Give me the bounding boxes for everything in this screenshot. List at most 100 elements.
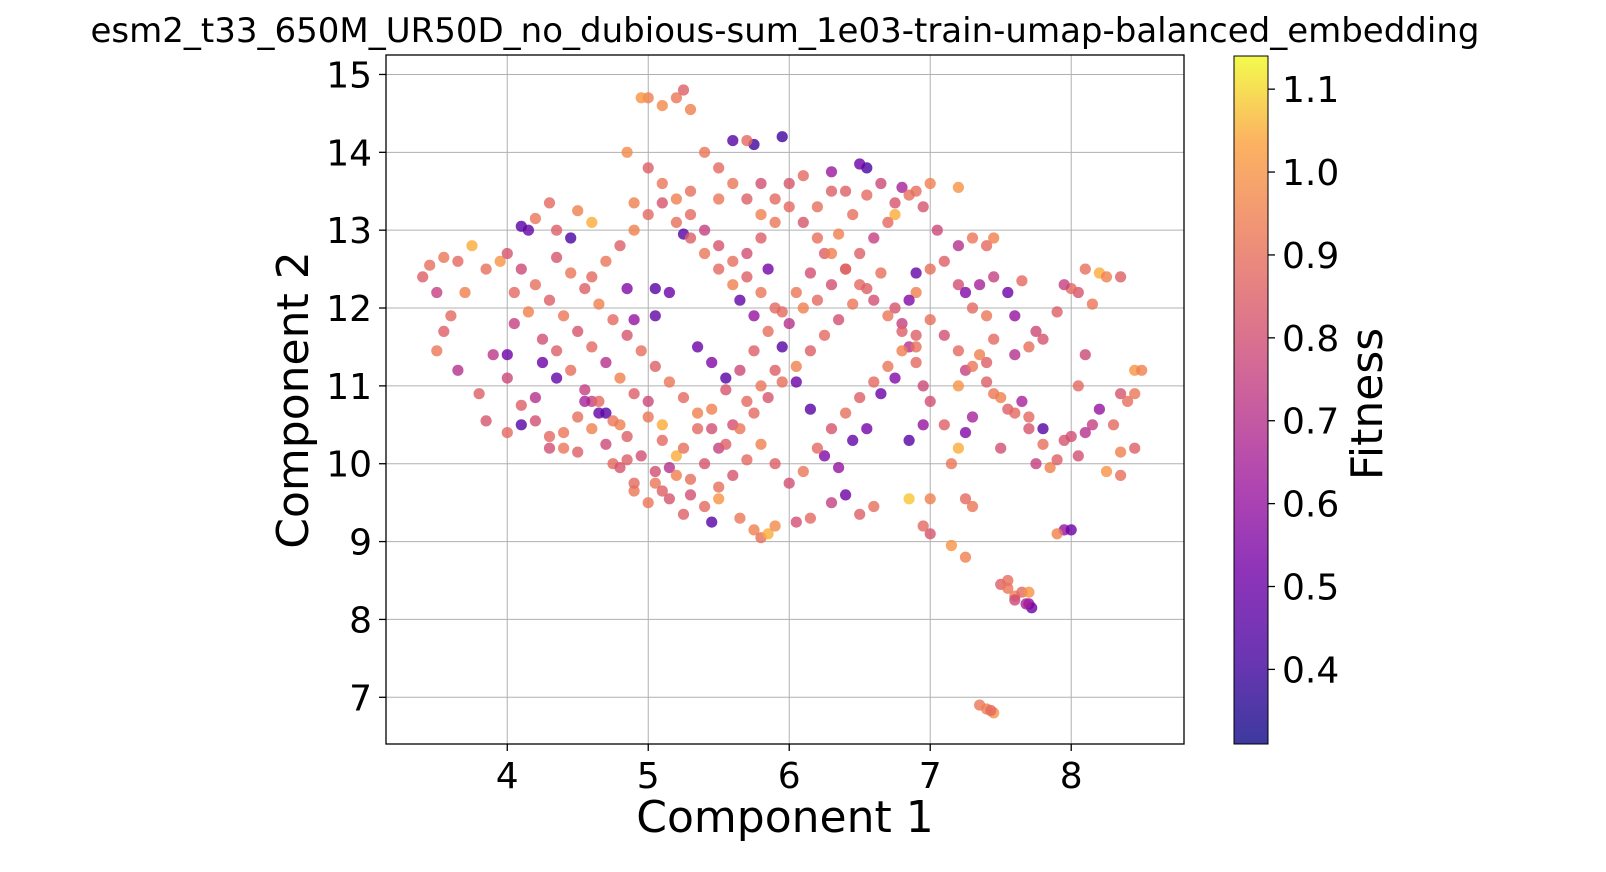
scatter-point [699,458,711,470]
scatter-point [903,493,915,505]
scatter-point [833,462,845,474]
scatter-point [600,438,612,450]
scatter-point [649,477,661,489]
scatter-point [868,376,880,388]
scatter-point [755,286,767,299]
scatter-point [656,434,668,446]
scatter-point [438,325,450,337]
scatter-point [1030,325,1042,337]
data-points [417,84,1148,719]
scatter-point [910,356,922,369]
plot-frame [385,54,1185,745]
scatter-point [868,294,880,306]
scatter-point [713,493,725,505]
scatter-point [748,310,760,322]
scatter-point [1058,279,1070,291]
scatter-point [776,376,788,388]
scatter-point [783,201,795,213]
scatter-point [572,325,584,337]
scatter-point [797,302,809,314]
scatter-point [811,442,824,454]
scatter-point [896,345,908,357]
scatter-point [501,372,513,384]
scatter-point [1023,411,1035,423]
scatter-point [903,434,915,446]
scatter-point [833,314,845,326]
scatter-point [981,376,993,388]
scatter-point [825,185,838,197]
scatter-point [543,197,556,209]
colorbar-tick-label: 0.4 [1282,650,1339,691]
scatter-point [656,177,668,190]
colorbar-ticks: 0.4 0.5 0.6 0.7 0.8 0.9 1.0 1.1 [1268,70,1339,691]
scatter-point [741,395,753,407]
scatter-point [656,485,668,497]
scatter-point [692,407,704,419]
scatter-point [600,255,612,267]
scatter-point [713,162,725,174]
scatter-point [811,294,824,306]
scatter-point [952,240,965,252]
scatter-point [1136,364,1148,376]
scatter-point [769,302,781,314]
scatter-point [684,489,697,501]
scatter-point [938,419,950,431]
scatter-point [501,349,513,361]
scatter-point [741,193,753,205]
scatter-point [818,329,831,341]
x-tick-label: 5 [637,756,660,797]
scatter-point [790,376,802,388]
scatter-point [572,411,584,423]
scatter-point [825,279,838,291]
scatter-point [903,189,915,201]
scatter-point [741,135,753,147]
scatter-point [501,247,513,260]
y-tick-label: 11 [326,367,372,408]
scatter-point [635,450,647,462]
scatter-point [959,286,972,299]
scatter-point [607,314,619,326]
scatter-point [1051,306,1063,318]
scatter-point [1037,333,1049,345]
scatter-point [663,462,676,474]
scatter-point [981,356,993,369]
scatter-point [670,193,683,205]
scatter-point [1072,380,1084,392]
scatter-point [522,306,535,318]
scatter-point [783,177,795,190]
scatter-point [565,267,577,279]
scatter-point [720,438,732,450]
scatter-point [593,395,605,407]
scatter-point [910,341,922,353]
scatter-point [452,255,464,267]
scatter-point [825,166,838,178]
colorbar-label: Fitness [1342,328,1393,480]
scatter-point [988,271,1000,283]
scatter-point [755,209,767,221]
scatter-point [515,399,527,411]
scatter-point [656,100,668,112]
scatter-point [628,197,640,209]
scatter-point [1086,298,1098,310]
scatter-point [663,376,676,388]
scatter-point [720,384,732,396]
scatter-point [1002,574,1014,587]
scatter-point [529,279,542,291]
scatter-point [995,392,1007,404]
scatter-point [656,419,668,431]
y-tick-label: 14 [326,133,372,174]
scatter-point [1115,271,1127,283]
scatter-point [473,388,485,400]
scatter-point [790,286,802,299]
scatter-point [797,465,809,478]
scatter-point [889,209,901,221]
scatter-point [487,349,499,361]
colorbar [1234,56,1268,744]
scatter-point [1079,427,1091,439]
scatter-point [579,384,591,396]
scatter-point [713,481,725,493]
scatter-point [614,240,626,252]
scatter-point [825,497,838,509]
scatter-point [811,232,824,244]
